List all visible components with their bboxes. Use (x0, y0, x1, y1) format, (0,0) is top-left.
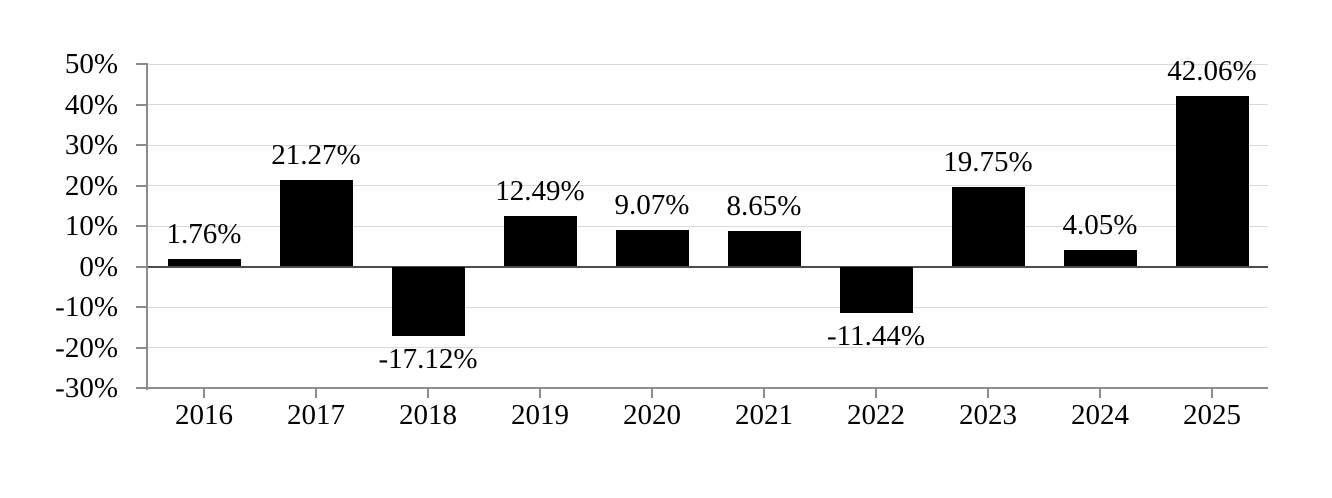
y-gridline (148, 225, 1268, 227)
x-tick-label: 2016 (175, 399, 233, 431)
x-tick-label: 2021 (735, 399, 793, 431)
y-tick-mark (136, 265, 148, 268)
bar-value-label: 19.75% (943, 145, 1033, 178)
x-tick-label: 2022 (847, 399, 905, 431)
x-tick-mark (315, 389, 317, 398)
x-tick-mark (1211, 389, 1213, 398)
bar-value-label: 4.05% (1062, 209, 1138, 242)
y-tick-mark (136, 387, 148, 389)
y-gridline (148, 63, 1268, 65)
bar-2016 (167, 259, 241, 267)
y-tick-mark (136, 103, 148, 106)
y-tick-label: 50% (64, 48, 118, 80)
bar-value-label: 21.27% (271, 139, 361, 172)
x-tick-mark (427, 389, 429, 398)
bar-2025 (1175, 96, 1249, 267)
bar-value-label: -11.44% (827, 319, 925, 352)
y-axis-line (146, 64, 148, 390)
x-tick-mark (763, 389, 765, 398)
y-tick-label: 30% (64, 129, 118, 161)
y-tick-mark (136, 306, 148, 308)
y-tick-mark (136, 346, 148, 349)
y-tick-label: 40% (64, 88, 118, 121)
bar-2024 (1063, 250, 1137, 267)
x-tick-label: 2020 (623, 399, 681, 431)
y-tick-label: -20% (55, 331, 118, 364)
x-tick-label: 2023 (959, 399, 1017, 431)
y-gridline (148, 347, 1268, 348)
y-gridline (148, 144, 1268, 146)
x-tick-mark (651, 389, 653, 398)
y-gridline (148, 104, 1268, 105)
bar-value-label: 9.07% (614, 188, 690, 221)
bar-value-label: 12.49% (495, 174, 585, 207)
bar-value-label: -17.12% (378, 342, 478, 375)
bar-value-label: 1.76% (166, 218, 242, 251)
x-tick-label: 2025 (1183, 399, 1241, 431)
x-tick-label: 2018 (399, 399, 457, 431)
x-tick-mark (987, 389, 989, 398)
x-tick-label: 2019 (511, 399, 569, 431)
bar-2021 (727, 231, 801, 267)
y-tick-label: -30% (55, 372, 118, 404)
bar-2022 (839, 266, 913, 313)
bar-value-label: 42.06% (1167, 55, 1257, 88)
bar-value-label: 8.65% (726, 190, 802, 223)
bar-2023 (951, 186, 1025, 267)
y-tick-label: -10% (55, 291, 118, 323)
x-tick-mark (875, 389, 877, 398)
y-gridline (148, 306, 1268, 308)
y-tick-mark (136, 144, 148, 146)
x-tick-mark (203, 389, 205, 398)
y-tick-mark (136, 63, 148, 65)
y-tick-label: 0% (79, 250, 118, 283)
y-tick-label: 10% (64, 210, 118, 242)
x-axis-line (146, 387, 1268, 389)
y-tick-label: 20% (64, 169, 118, 202)
x-tick-mark (1099, 389, 1101, 398)
bar-2020 (615, 229, 689, 267)
bar-2018 (391, 266, 465, 336)
x-tick-mark (539, 389, 541, 398)
x-tick-label: 2017 (287, 399, 345, 431)
y-tick-mark (136, 184, 148, 187)
y-gridline (148, 185, 1268, 186)
bar-2019 (503, 215, 577, 267)
zero-line (148, 265, 1268, 268)
bar-2017 (279, 180, 353, 267)
y-tick-mark (136, 225, 148, 227)
x-tick-label: 2024 (1071, 399, 1129, 431)
